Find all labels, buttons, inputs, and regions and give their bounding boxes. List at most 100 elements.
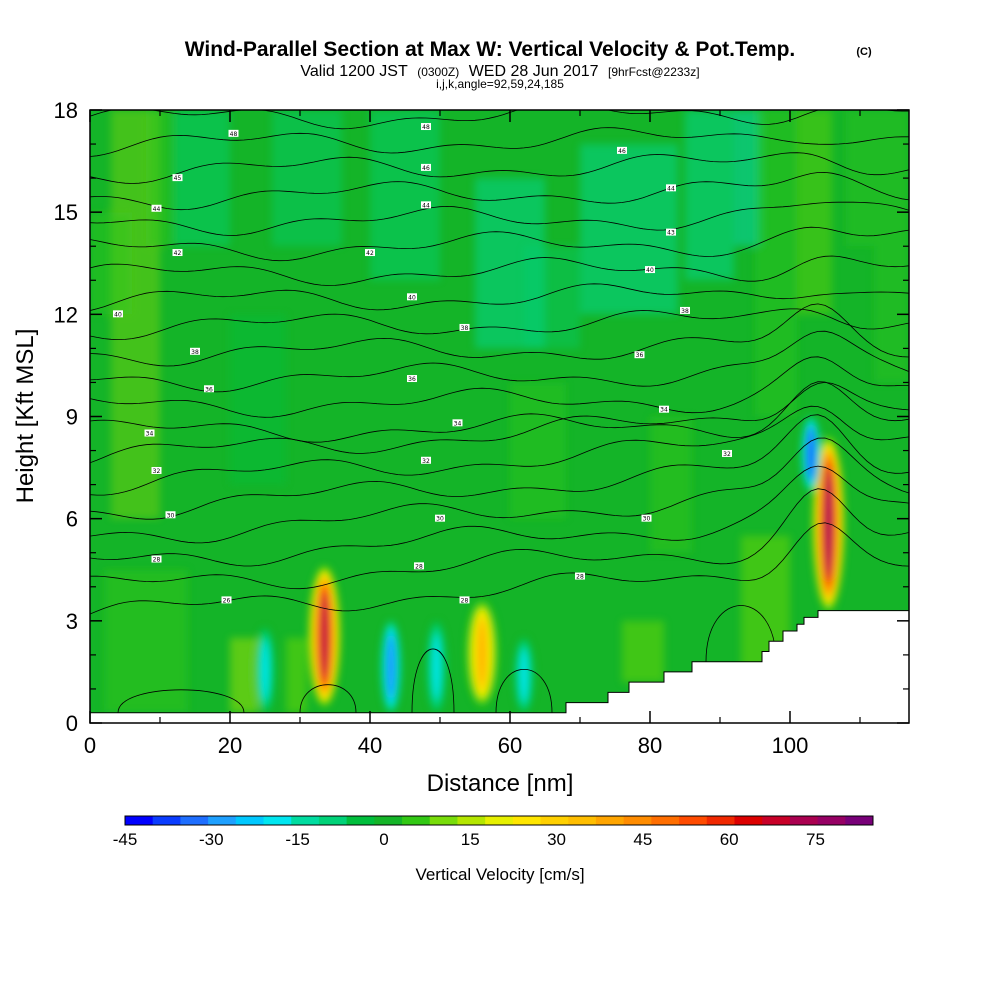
isentrope-label-box <box>421 201 431 209</box>
isentrope-label-box <box>365 249 375 257</box>
isentrope-label-text: 38 <box>461 325 469 332</box>
colorbar-swatch <box>623 816 652 825</box>
isentrope-label-box <box>659 405 669 413</box>
y-tick-label: 0 <box>66 711 78 736</box>
y-tick-label: 6 <box>66 507 78 532</box>
low-level-patch-2 <box>286 637 307 713</box>
isentrope-label-box <box>641 514 652 522</box>
isentrope-label: 32 <box>421 456 431 465</box>
isentrope-label-box <box>144 429 155 437</box>
isentrope-label: 42 <box>365 249 375 257</box>
colorbar-swatch <box>374 816 403 825</box>
isentrope-label-box <box>151 555 162 563</box>
isentrope-label-text: 43 <box>667 230 675 237</box>
isentrope-label: 36 <box>204 385 214 393</box>
field-patch-7 <box>685 110 734 281</box>
x-tick-label: 20 <box>218 733 242 758</box>
isentrope-label-text: 40 <box>114 311 122 318</box>
colorbar: -45 -30 -15 0 15 30 45 60 75 <box>113 815 874 849</box>
field-patch-13 <box>650 416 692 553</box>
isentrope-label-box <box>459 596 470 604</box>
cell-ring <box>389 638 393 696</box>
isentrope-label: 28 <box>414 562 424 570</box>
terrain-profile <box>90 610 909 723</box>
isentrope-label: 28 <box>459 596 470 604</box>
isentrope-line-32 <box>90 381 909 464</box>
colorbar-swatch <box>485 816 514 825</box>
isentrope-label-text: 32 <box>723 451 731 458</box>
colorbar-swatch <box>679 816 708 825</box>
x-axis-title: Distance [nm] <box>427 770 574 797</box>
isentrope-label-text: 32 <box>153 468 161 475</box>
field-patch-6 <box>580 144 678 315</box>
isentrope-label-text: 28 <box>461 597 469 604</box>
cell-ring <box>522 651 526 699</box>
isentrope-label: 30 <box>435 514 445 523</box>
isentrope-label-box <box>634 351 645 359</box>
isentrope-label: 45 <box>172 174 183 182</box>
colorbar-swatch <box>817 816 846 825</box>
surface-contour-4 <box>705 605 777 662</box>
isentrope-label-text: 28 <box>415 563 423 570</box>
valid-date: WED 28 Jun 2017 <box>469 63 599 80</box>
isentrope-label-box <box>190 347 200 355</box>
isentrope-label-text: 34 <box>454 420 462 427</box>
isentrope-label-text: 42 <box>366 250 374 257</box>
isentrope-line-34 <box>90 356 909 418</box>
isentrope-label: 40 <box>407 293 417 301</box>
colorbar-swatch <box>762 816 791 825</box>
isentrope-label-box <box>228 129 239 137</box>
field-patch-2 <box>174 110 230 247</box>
surface-contour-0 <box>117 689 245 713</box>
field-patch-9 <box>755 110 797 417</box>
colorbar-swatch <box>789 816 819 825</box>
isentrope-label: 28 <box>575 572 585 581</box>
isentrope-labels: 26 28 28 28 28 30 30 30 32 32 32 34 34 34 36 36 36 38 38 38… <box>113 123 732 604</box>
isentrope-label-box <box>617 146 627 154</box>
x-tick-label: 60 <box>498 733 522 758</box>
isentrope-label-box <box>414 562 424 570</box>
low-level-patch-0 <box>104 569 188 713</box>
isentrope-label-text: 48 <box>230 131 238 138</box>
x-tick-label: 80 <box>638 733 662 758</box>
colorbar-swatch <box>208 816 237 825</box>
isentrope-label-text: 44 <box>422 202 430 209</box>
isentrope-label: 34 <box>452 419 463 427</box>
colorbar-swatch <box>429 816 458 825</box>
low-level-patch-3 <box>622 620 664 683</box>
isentrope-label: 36 <box>407 375 417 383</box>
isentrope-label: 38 <box>680 306 690 315</box>
isentrope-label-box <box>421 456 431 464</box>
isentrope-line-30 <box>90 414 909 520</box>
isentrope-label-text: 38 <box>191 349 199 356</box>
downdraft-cell-1 <box>381 620 401 713</box>
isentrope-line-40 <box>90 226 909 262</box>
colorbar-tick-label: -30 <box>199 830 224 849</box>
colorbar-swatch <box>291 816 320 825</box>
colorbar-swatch <box>595 816 625 825</box>
isentrope-line-45 <box>90 110 909 130</box>
plot-area: 26 28 28 28 28 30 30 30 32 32 32 34 34 34 36 36 36 38 38 38… <box>90 110 909 723</box>
colorbar-swatch <box>845 816 874 825</box>
y-tick-label: 12 <box>54 302 78 327</box>
isentrope-label: 40 <box>645 266 655 274</box>
colorbar-swatch <box>346 816 375 825</box>
colorbar-swatch <box>235 816 265 825</box>
isentrope-label-box <box>151 466 162 474</box>
isentrope-line-35 <box>90 330 909 393</box>
downdraft-cell-2 <box>426 620 447 713</box>
colorbar-swatch <box>180 816 209 825</box>
isentrope-line-27 <box>90 488 909 590</box>
isentrope-label-box <box>645 266 655 274</box>
isentrope-label-text: 30 <box>643 516 651 523</box>
downdraft-cell-0 <box>255 627 275 713</box>
isentrope-label: 46 <box>421 163 431 172</box>
colorbar-swatch <box>263 816 292 825</box>
field-patch-3 <box>272 110 342 247</box>
isentrope-label-text: 42 <box>174 250 182 257</box>
isentrope-label-box <box>421 163 431 171</box>
y-tick-label: 9 <box>66 405 78 430</box>
isentrope-label-text: 40 <box>408 294 416 301</box>
isentrope-label-text: 46 <box>618 148 626 155</box>
isentrope-label-text: 36 <box>205 386 213 393</box>
